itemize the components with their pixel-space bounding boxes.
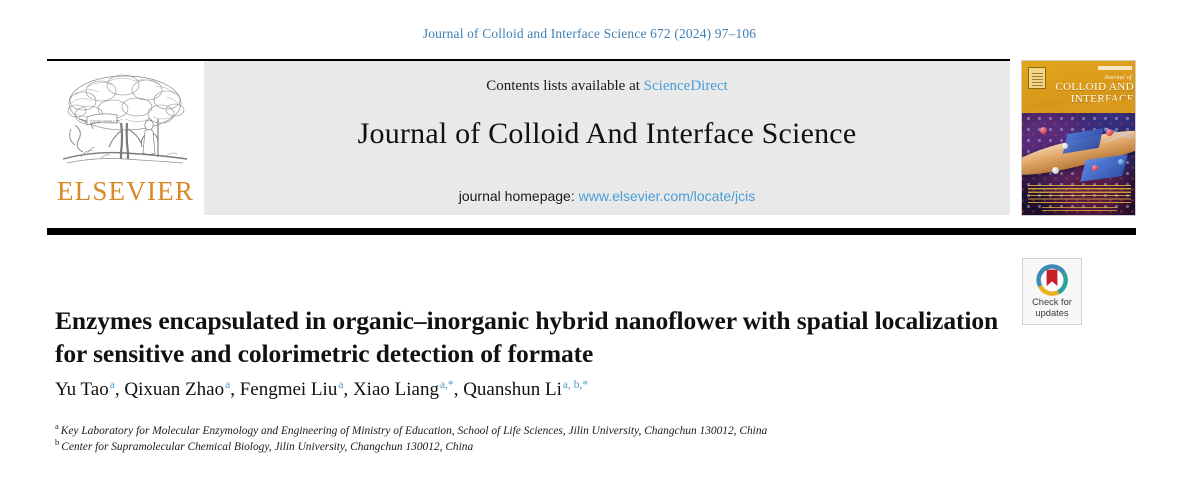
author-affiliation-marker: a [109, 378, 115, 391]
elsevier-logo: NON SOLUS ELSEVIER [47, 61, 204, 215]
author-separator: , [453, 379, 464, 400]
journal-homepage-link[interactable]: www.elsevier.com/locate/jcis [578, 188, 756, 204]
crossmark-check-for-updates-badge[interactable]: Check for updates [1022, 258, 1082, 325]
author-name: Qixuan Zhao [124, 379, 225, 400]
crossmark-label-line2: updates [1035, 308, 1069, 318]
homepage-prefix: journal homepage: [458, 188, 579, 204]
author-list: Yu Taoa, Qixuan Zhaoa, Fengmei Liua, Xia… [55, 378, 1005, 402]
cover-journal-of-label: Journal of [1104, 75, 1132, 81]
affiliation-row: a Key Laboratory for Molecular Enzymology… [55, 421, 1055, 440]
sciencedirect-link[interactable]: ScienceDirect [643, 78, 728, 94]
journal-masthead: NON SOLUS ELSEVIER Cont [47, 61, 1010, 215]
cover-masthead-band: Journal of COLLOID AND INTERFACE SCIENCE [1022, 61, 1135, 117]
cover-sphere [1092, 165, 1098, 171]
author-affiliation-marker: a, b,* [562, 378, 589, 391]
cover-sphere [1040, 127, 1047, 134]
cover-sphere [1062, 143, 1068, 149]
affiliation-text: Center for Supramolecular Chemical Biolo… [61, 440, 474, 453]
journal-title: Journal of Colloid And Interface Science [357, 117, 857, 150]
affiliation-marker: b [55, 436, 60, 447]
masthead-top-rule [47, 59, 1010, 61]
crossmark-label-line1: Check for [1032, 297, 1072, 307]
masthead-band: Contents lists available at ScienceDirec… [204, 61, 1010, 215]
cover-caption-text-block-2 [1042, 205, 1117, 211]
contents-available-line: Contents lists available at ScienceDirec… [204, 78, 1010, 95]
cover-journal-name: COLLOID AND INTERFACE SCIENCE [1055, 81, 1134, 117]
affiliation-list: a Key Laboratory for Molecular Enzymology… [55, 421, 1055, 456]
crossmark-logo-icon [1036, 264, 1068, 296]
author-separator: , [343, 379, 353, 400]
journal-homepage-line: journal homepage: www.elsevier.com/locat… [204, 188, 1010, 204]
affiliation-text: Key Laboratory for Molecular Enzymology … [60, 425, 768, 437]
author-separator: , [230, 379, 240, 400]
svg-text:NON SOLUS: NON SOLUS [90, 120, 120, 126]
elsevier-wordmark: ELSEVIER [56, 176, 195, 206]
author-name: Quanshun Li [463, 379, 562, 400]
author-name: Fengmei Liu [239, 379, 338, 400]
author-name: Xiao Liang [352, 379, 439, 400]
affiliation-row: b Center for Supramolecular Chemical Biol… [55, 436, 1055, 456]
crossmark-label: Check for updates [1023, 297, 1081, 319]
contents-prefix: Contents lists available at [486, 78, 644, 94]
author-affiliation-marker: a [225, 378, 231, 391]
cover-elsevier-mark-icon [1028, 67, 1046, 89]
author-separator: , [114, 379, 125, 400]
masthead-bottom-rule [47, 228, 1136, 235]
running-head-citation: Journal of Colloid and Interface Science… [422, 26, 757, 41]
article-title: Enzymes encapsulated in organic–inorgani… [55, 306, 999, 369]
affiliation-marker: a [55, 421, 59, 432]
cover-sphere [1118, 159, 1124, 165]
author-name: Yu Tao [55, 379, 109, 400]
cover-issn-bar [1098, 66, 1132, 70]
cover-artwork [1022, 113, 1135, 215]
author-affiliation-marker: a,* [439, 378, 454, 391]
elsevier-tree-icon: NON SOLUS [62, 74, 188, 164]
cover-sphere [1106, 129, 1113, 136]
cover-sphere [1052, 167, 1059, 174]
journal-cover-thumbnail[interactable]: Journal of COLLOID AND INTERFACE SCIENCE [1021, 60, 1136, 216]
cover-caption-text-block [1028, 185, 1131, 203]
author-affiliation-marker: a [338, 378, 344, 391]
cover-name-line1: COLLOID AND [1055, 81, 1134, 93]
cover-name-line2: INTERFACE [1070, 92, 1134, 105]
